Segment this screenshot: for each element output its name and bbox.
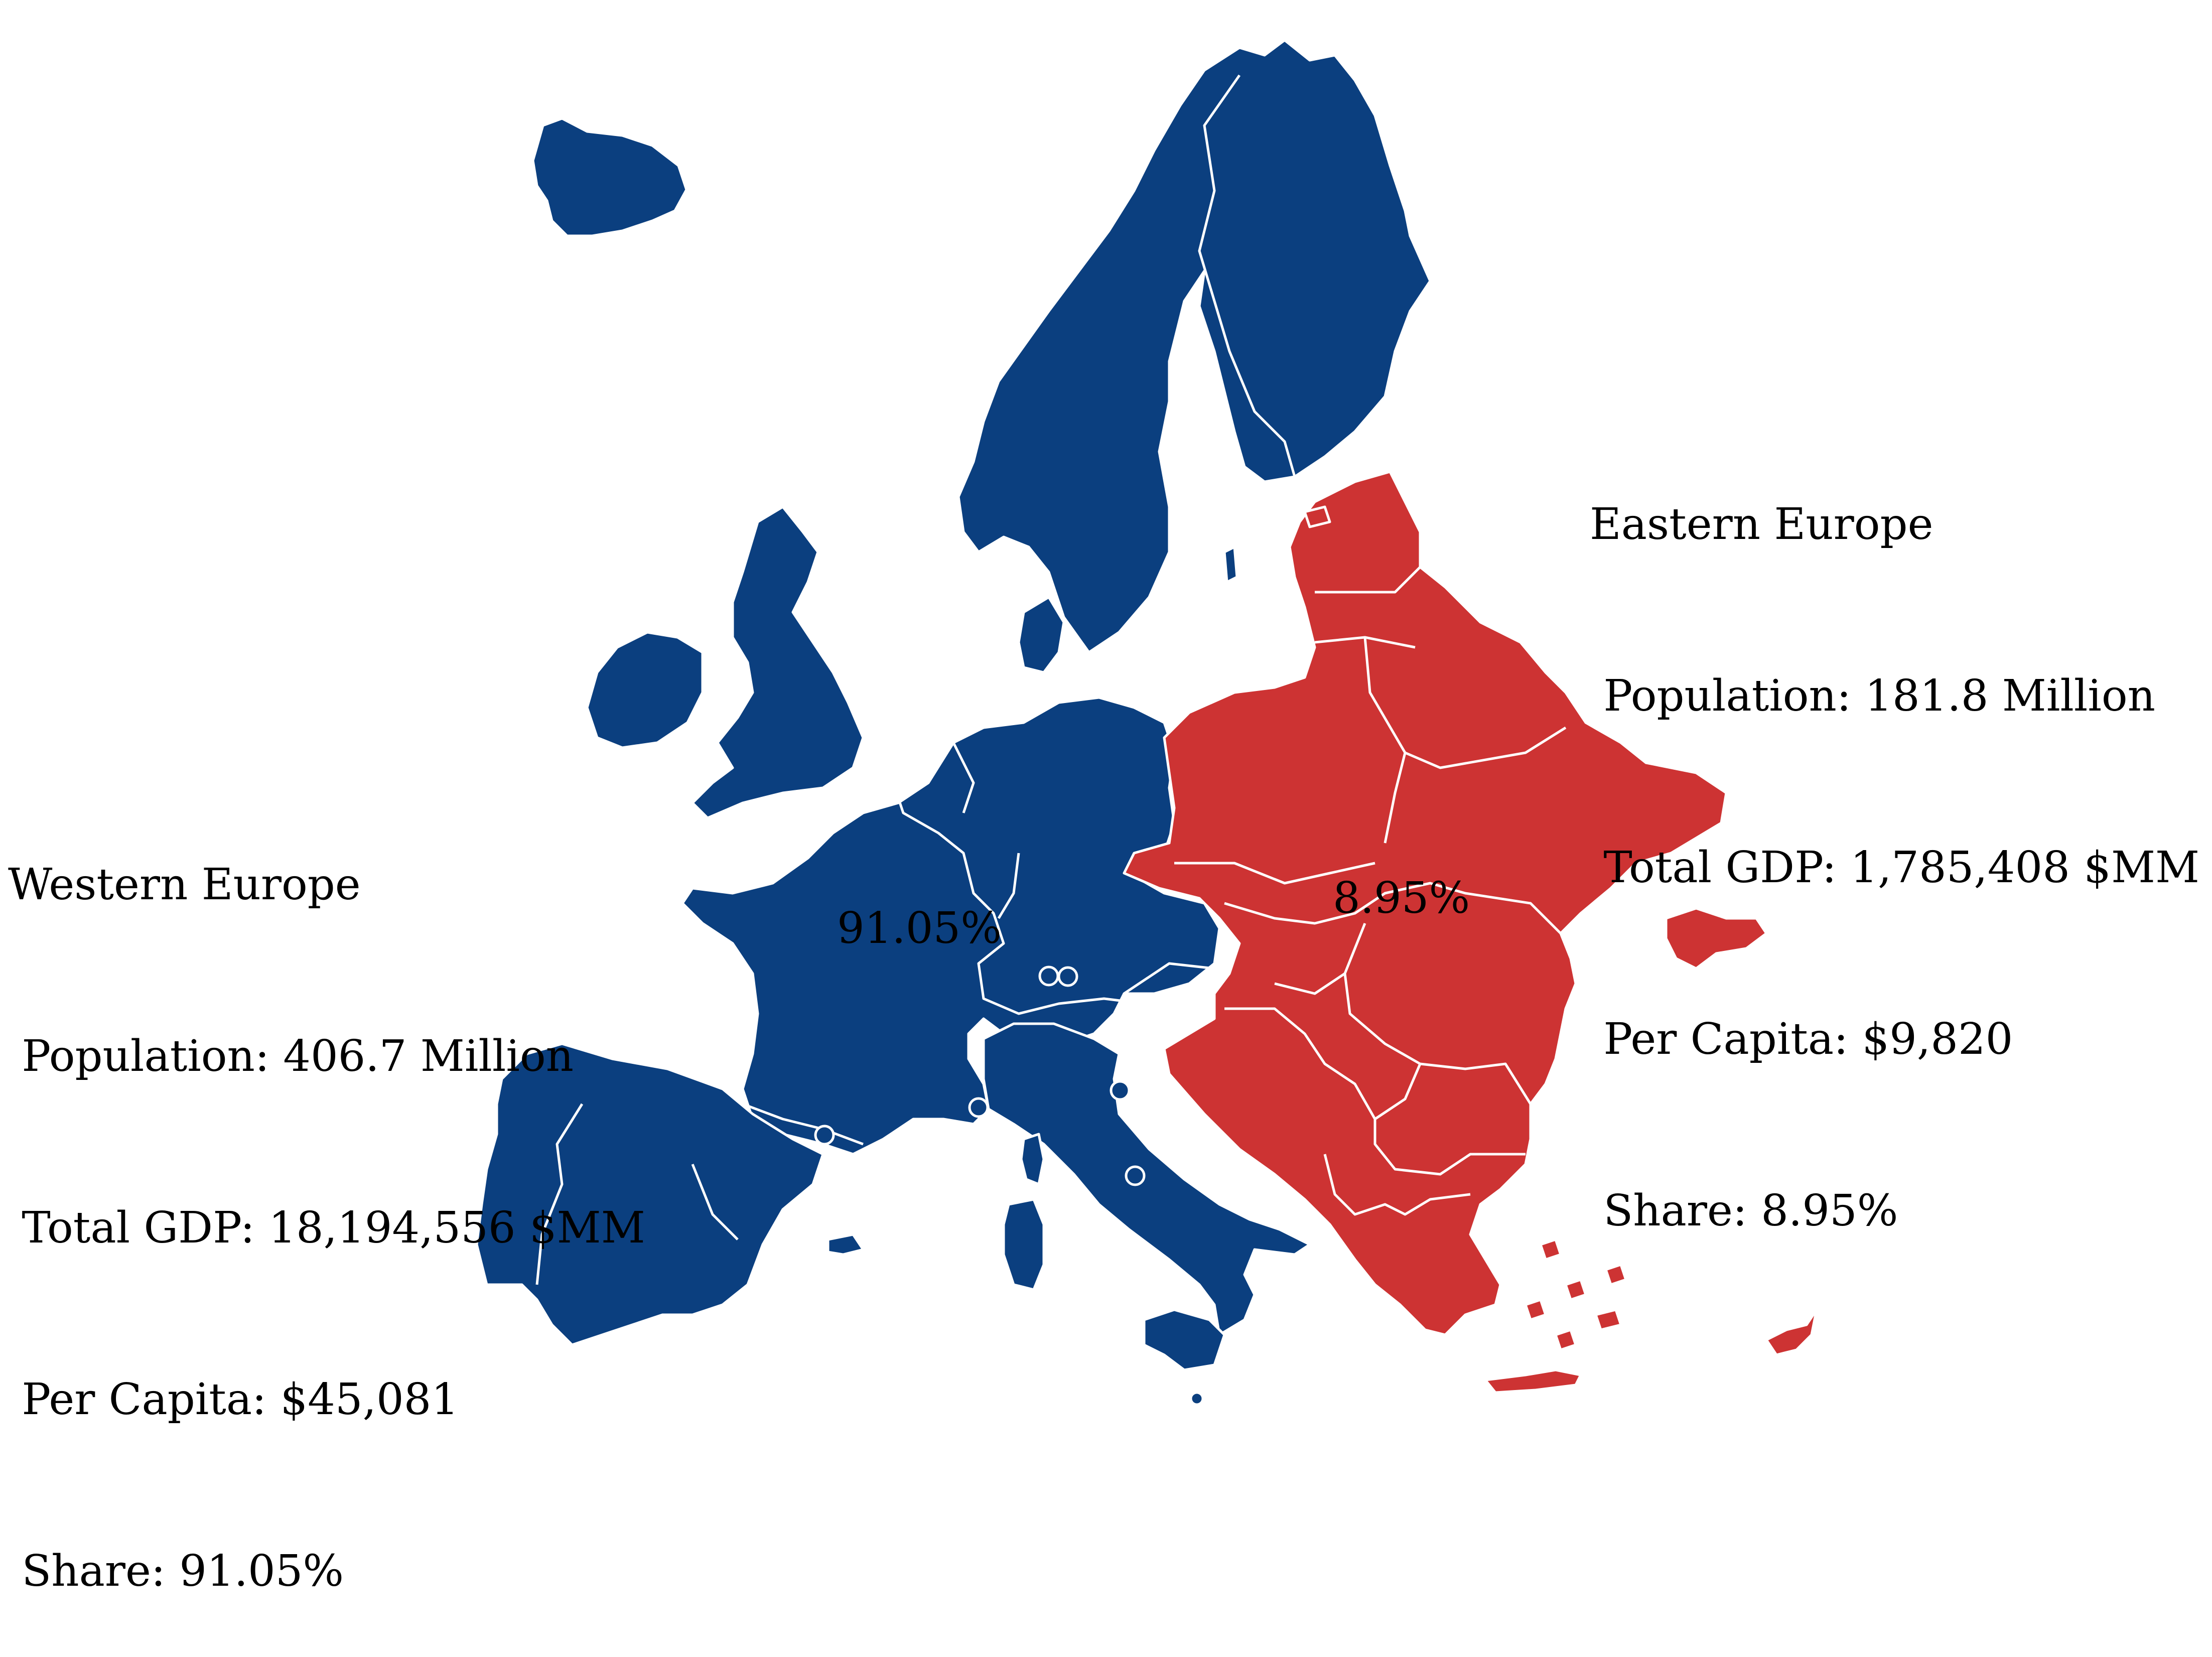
ireland xyxy=(586,631,704,749)
estonian-islands xyxy=(1303,505,1331,528)
eastern-europe-population: Population: 181.8 Million xyxy=(1590,671,2156,721)
eastern-europe-gdp: Total GDP: 1,785,408 $MM xyxy=(1590,843,2200,893)
western-europe-region xyxy=(475,39,1432,1406)
gotland xyxy=(1223,545,1238,584)
scandinavia xyxy=(957,39,1432,654)
balearic-islands xyxy=(826,1233,865,1256)
country-borders xyxy=(535,74,1567,1285)
microstate-markers xyxy=(814,965,1146,1186)
iceland xyxy=(531,117,688,237)
crimea xyxy=(1665,907,1768,970)
europe-map xyxy=(475,39,1818,1406)
western-europe-share: Share: 91.05% xyxy=(8,1546,344,1596)
san-marino-marker xyxy=(1110,1080,1131,1101)
sardinia xyxy=(1002,1198,1045,1291)
cyprus xyxy=(1765,1308,1818,1356)
denmark xyxy=(1017,596,1065,674)
corsica xyxy=(1020,1133,1045,1186)
eastern-mainland xyxy=(1123,470,1728,1336)
liechtenstein-marker xyxy=(1038,965,1059,987)
andorra-marker xyxy=(814,1125,835,1146)
malta xyxy=(1189,1391,1204,1406)
crete xyxy=(1484,1368,1582,1394)
western-europe-title: Western Europe xyxy=(8,860,361,910)
western-share-map-label: 91.05% xyxy=(837,903,1002,953)
eastern-europe-per-capita: Per Capita: $9,820 xyxy=(1590,1014,2013,1064)
aegean-islands xyxy=(1524,1238,1627,1351)
sicily xyxy=(1143,1308,1226,1371)
luxembourg-marker xyxy=(1057,966,1078,987)
iberia xyxy=(475,1042,824,1346)
eastern-europe-region xyxy=(1123,470,1818,1394)
eastern-europe-share: Share: 8.95% xyxy=(1590,1186,1898,1236)
western-europe-gdp: Total GDP: 18,194,556 $MM xyxy=(8,1203,645,1253)
italy xyxy=(982,1022,1311,1336)
great-britain xyxy=(691,505,865,819)
monaco-marker xyxy=(968,1097,989,1118)
vatican-marker xyxy=(1125,1165,1146,1186)
western-europe-per-capita: Per Capita: $45,081 xyxy=(8,1374,459,1425)
western-europe-population: Population: 406.7 Million xyxy=(8,1031,574,1081)
western-europe-panel: Western Europe Population: 406.7 Million… xyxy=(8,742,645,1657)
eastern-share-map-label: 8.95% xyxy=(1333,873,1470,923)
eastern-europe-title: Eastern Europe xyxy=(1590,499,1933,549)
eastern-europe-panel: Eastern Europe Population: 181.8 Million… xyxy=(1590,381,2199,1297)
